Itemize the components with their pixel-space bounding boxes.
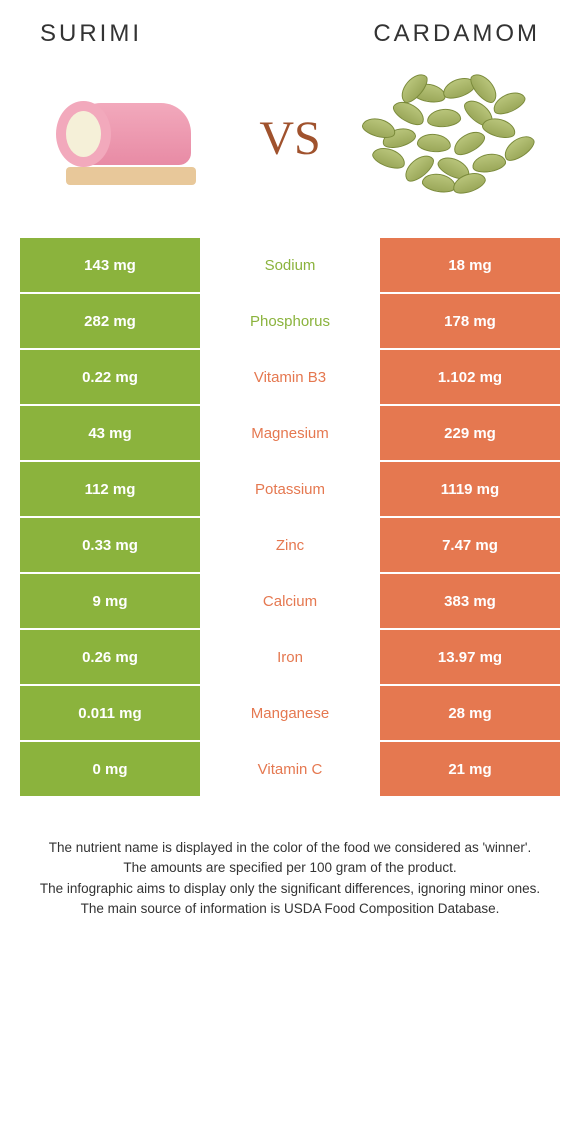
- right-value: 21 mg: [380, 742, 560, 796]
- nutrient-label: Phosphorus: [200, 294, 380, 348]
- left-value: 282 mg: [20, 294, 200, 348]
- footnote-line: The infographic aims to display only the…: [30, 879, 550, 899]
- right-value: 1119 mg: [380, 462, 560, 516]
- right-value: 7.47 mg: [380, 518, 560, 572]
- left-value: 143 mg: [20, 238, 200, 292]
- left-value: 0.011 mg: [20, 686, 200, 740]
- left-value: 0.26 mg: [20, 630, 200, 684]
- nutrient-label: Vitamin C: [200, 742, 380, 796]
- cardamom-image: [364, 68, 544, 208]
- right-value: 229 mg: [380, 406, 560, 460]
- left-value: 0.33 mg: [20, 518, 200, 572]
- surimi-image: [36, 68, 216, 208]
- table-row: 0 mgVitamin C21 mg: [20, 742, 560, 798]
- table-row: 0.26 mgIron13.97 mg: [20, 630, 560, 686]
- footnote-line: The main source of information is USDA F…: [30, 899, 550, 919]
- nutrient-label: Zinc: [200, 518, 380, 572]
- footnote-line: The amounts are specified per 100 gram o…: [30, 858, 550, 878]
- table-row: 112 mgPotassium1119 mg: [20, 462, 560, 518]
- nutrient-label: Iron: [200, 630, 380, 684]
- right-value: 13.97 mg: [380, 630, 560, 684]
- nutrient-label: Vitamin B3: [200, 350, 380, 404]
- right-value: 18 mg: [380, 238, 560, 292]
- right-value: 1.102 mg: [380, 350, 560, 404]
- right-food-title: Cardamom: [373, 20, 540, 48]
- left-food-title: Surimi: [40, 20, 142, 48]
- footnote-line: The nutrient name is displayed in the co…: [30, 838, 550, 858]
- table-row: 0.011 mgManganese28 mg: [20, 686, 560, 742]
- footnotes: The nutrient name is displayed in the co…: [0, 798, 580, 939]
- hero-row: VS: [0, 58, 580, 238]
- header: Surimi Cardamom: [0, 0, 580, 58]
- table-row: 143 mgSodium18 mg: [20, 238, 560, 294]
- table-row: 43 mgMagnesium229 mg: [20, 406, 560, 462]
- left-value: 9 mg: [20, 574, 200, 628]
- left-value: 0 mg: [20, 742, 200, 796]
- nutrient-label: Potassium: [200, 462, 380, 516]
- nutrient-label: Magnesium: [200, 406, 380, 460]
- table-row: 282 mgPhosphorus178 mg: [20, 294, 560, 350]
- nutrient-label: Calcium: [200, 574, 380, 628]
- nutrient-label: Manganese: [200, 686, 380, 740]
- right-value: 178 mg: [380, 294, 560, 348]
- left-value: 0.22 mg: [20, 350, 200, 404]
- table-row: 9 mgCalcium383 mg: [20, 574, 560, 630]
- table-row: 0.33 mgZinc7.47 mg: [20, 518, 560, 574]
- left-value: 43 mg: [20, 406, 200, 460]
- right-value: 28 mg: [380, 686, 560, 740]
- nutrient-label: Sodium: [200, 238, 380, 292]
- vs-label: VS: [259, 111, 320, 166]
- left-value: 112 mg: [20, 462, 200, 516]
- table-row: 0.22 mgVitamin B31.102 mg: [20, 350, 560, 406]
- nutrient-table: 143 mgSodium18 mg282 mgPhosphorus178 mg0…: [0, 238, 580, 798]
- right-value: 383 mg: [380, 574, 560, 628]
